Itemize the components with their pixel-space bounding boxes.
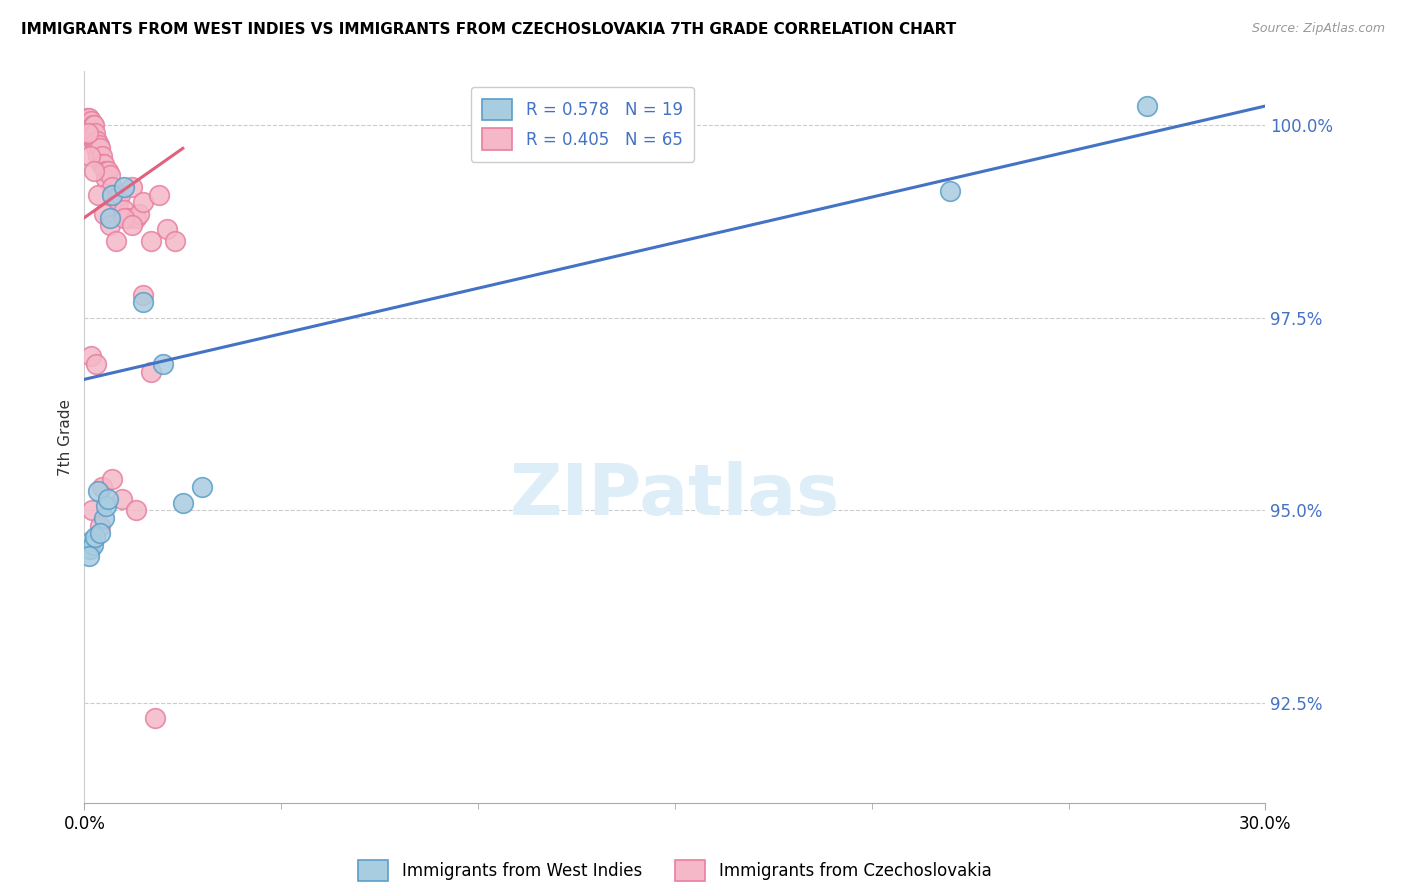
Point bbox=[163, 234, 186, 248]
Point bbox=[97, 491, 120, 506]
Point bbox=[84, 126, 107, 140]
Point bbox=[132, 287, 155, 301]
Point bbox=[156, 222, 179, 236]
Y-axis label: 7th Grade: 7th Grade bbox=[58, 399, 73, 475]
Point bbox=[98, 219, 121, 233]
Point bbox=[121, 219, 143, 233]
Point bbox=[79, 114, 101, 128]
Point bbox=[79, 149, 101, 163]
Point bbox=[97, 164, 120, 178]
Point bbox=[77, 118, 100, 132]
Point bbox=[93, 207, 115, 221]
Point bbox=[94, 164, 117, 178]
Text: IMMIGRANTS FROM WEST INDIES VS IMMIGRANTS FROM CZECHOSLOVAKIA 7TH GRADE CORRELAT: IMMIGRANTS FROM WEST INDIES VS IMMIGRANT… bbox=[21, 22, 956, 37]
Text: ZIPatlas: ZIPatlas bbox=[510, 461, 839, 530]
Point bbox=[83, 164, 105, 178]
Legend: Immigrants from West Indies, Immigrants from Czechoslovakia: Immigrants from West Indies, Immigrants … bbox=[350, 851, 1000, 889]
Point bbox=[108, 187, 131, 202]
Point bbox=[90, 157, 112, 171]
Point bbox=[82, 538, 104, 552]
Point bbox=[101, 187, 124, 202]
Point bbox=[107, 195, 129, 210]
Point bbox=[89, 526, 111, 541]
Point bbox=[104, 234, 127, 248]
Point bbox=[91, 149, 114, 163]
Point bbox=[87, 187, 110, 202]
Point bbox=[939, 184, 962, 198]
Point bbox=[76, 126, 98, 140]
Point bbox=[141, 365, 163, 379]
Point bbox=[132, 195, 155, 210]
Point bbox=[89, 137, 111, 152]
Point bbox=[148, 187, 170, 202]
Point bbox=[89, 141, 111, 155]
Point bbox=[111, 491, 134, 506]
Point bbox=[83, 118, 105, 132]
Point bbox=[87, 483, 110, 498]
Point bbox=[141, 234, 163, 248]
Point bbox=[128, 207, 150, 221]
Point bbox=[75, 114, 97, 128]
Point bbox=[98, 211, 121, 225]
Point bbox=[84, 137, 107, 152]
Point bbox=[80, 534, 103, 549]
Point bbox=[101, 179, 124, 194]
Text: Source: ZipAtlas.com: Source: ZipAtlas.com bbox=[1251, 22, 1385, 36]
Point bbox=[79, 126, 101, 140]
Point bbox=[79, 541, 101, 556]
Point bbox=[91, 480, 114, 494]
Point bbox=[94, 500, 117, 514]
Point bbox=[87, 149, 110, 163]
Point bbox=[79, 118, 101, 132]
Point bbox=[84, 141, 107, 155]
Point bbox=[104, 191, 127, 205]
Point bbox=[112, 211, 135, 225]
Point bbox=[89, 518, 111, 533]
Point bbox=[82, 503, 104, 517]
Point bbox=[84, 357, 107, 371]
Point bbox=[77, 118, 100, 132]
Point bbox=[191, 480, 214, 494]
Point bbox=[82, 126, 104, 140]
Point bbox=[94, 172, 117, 186]
Point bbox=[152, 357, 174, 371]
Point bbox=[80, 129, 103, 144]
Point bbox=[117, 211, 139, 225]
Point bbox=[121, 179, 143, 194]
Point bbox=[77, 114, 100, 128]
Point bbox=[103, 187, 125, 202]
Point bbox=[143, 711, 166, 725]
Point bbox=[80, 349, 103, 363]
Point bbox=[82, 118, 104, 132]
Point bbox=[124, 503, 146, 517]
Point bbox=[77, 549, 100, 564]
Point bbox=[91, 157, 114, 171]
Point bbox=[79, 111, 101, 125]
Point bbox=[98, 169, 121, 183]
Point bbox=[101, 472, 124, 486]
Point bbox=[83, 134, 105, 148]
Point bbox=[132, 295, 155, 310]
Point bbox=[112, 202, 135, 217]
Point bbox=[77, 122, 100, 136]
Point bbox=[84, 530, 107, 544]
Point bbox=[93, 157, 115, 171]
Point bbox=[93, 511, 115, 525]
Point bbox=[124, 211, 146, 225]
Point bbox=[86, 134, 108, 148]
Point bbox=[1136, 99, 1159, 113]
Point bbox=[172, 495, 194, 509]
Point bbox=[112, 179, 135, 194]
Point bbox=[76, 111, 98, 125]
